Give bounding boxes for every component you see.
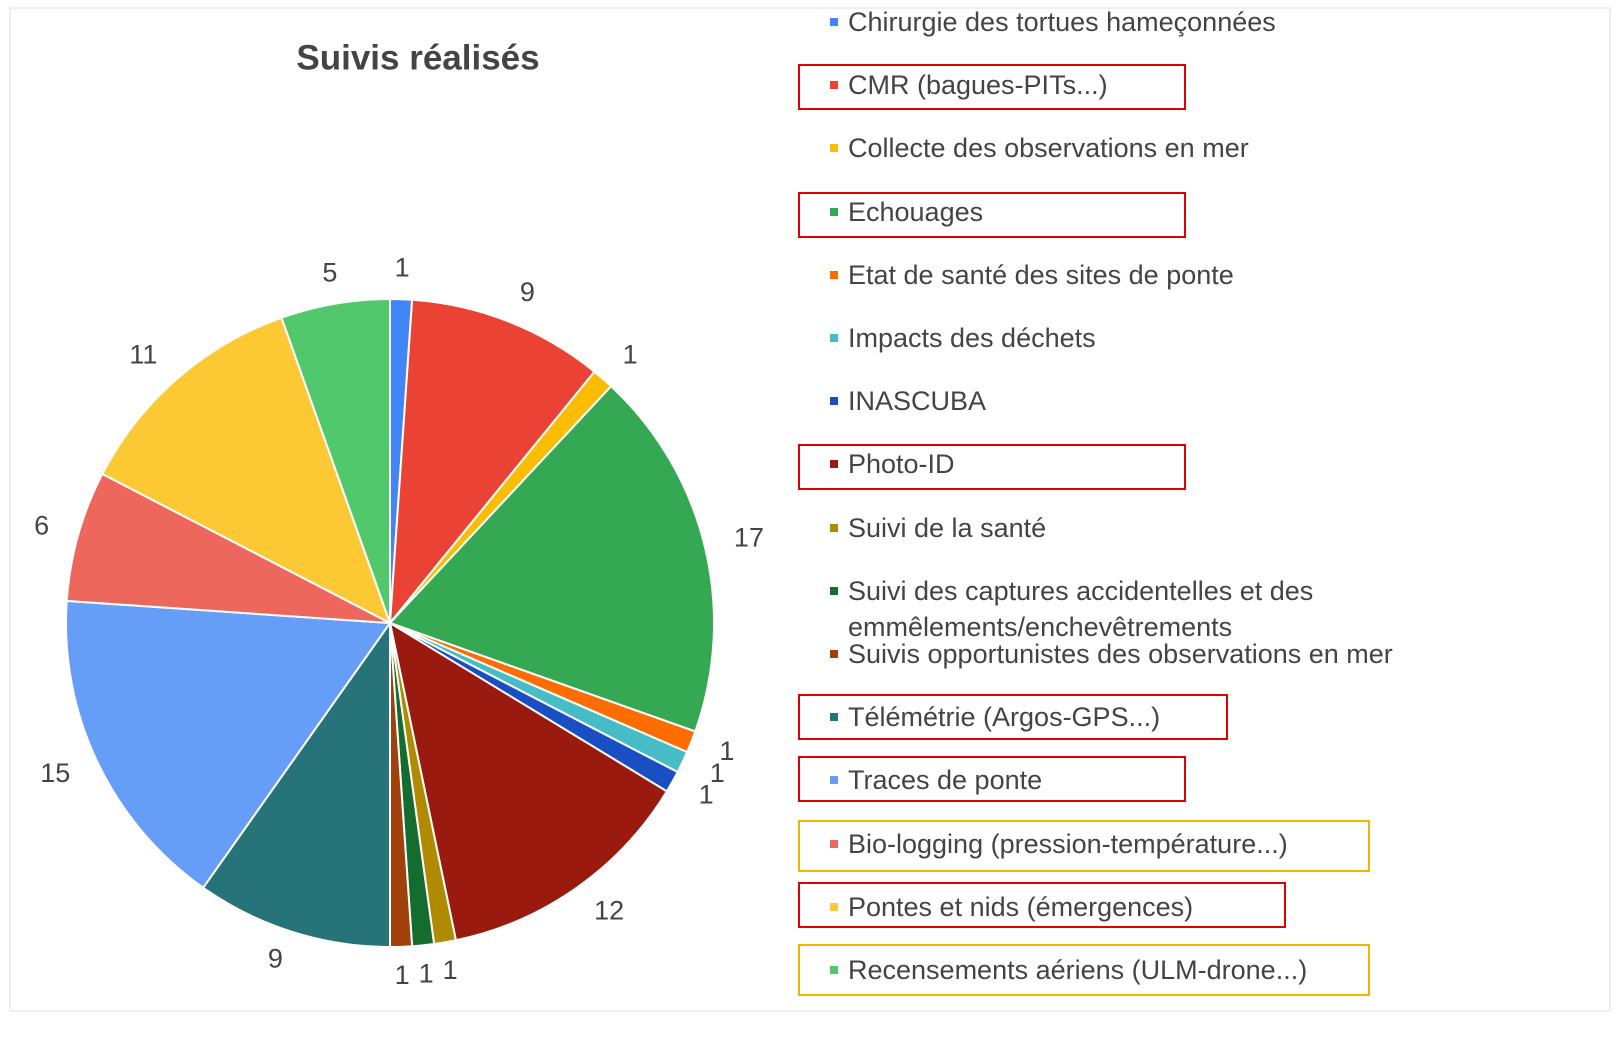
legend-label: Chirurgie des tortues hameçonnées xyxy=(848,7,1276,37)
data-label: 1 xyxy=(395,960,410,990)
legend-label: Bio-logging (pression-température...) xyxy=(848,828,1288,859)
legend-label: INASCUBA xyxy=(848,386,987,417)
legend-item: Traces de ponte xyxy=(830,762,1480,798)
legend-item: Suivi de la santé xyxy=(830,510,1480,546)
highlight-box xyxy=(798,694,1228,740)
legend-item: Recensements aériens (ULM-drone...) xyxy=(830,952,1480,988)
legend-item: Suivi des captures accidentelles et des … xyxy=(830,573,1480,645)
legend-item: Chirurgie des tortues hameçonnées xyxy=(830,4,1480,40)
legend-swatch xyxy=(830,523,838,532)
data-label: 1 xyxy=(719,736,734,766)
highlight-box xyxy=(798,64,1186,110)
legend-label: Traces de ponte xyxy=(848,765,1043,796)
data-label: 5 xyxy=(322,257,337,287)
legend-item: CMR (bagues-PITs...) xyxy=(830,67,1480,103)
highlight-box xyxy=(798,882,1286,928)
legend-item: Bio-logging (pression-température...) xyxy=(830,826,1480,862)
legend-swatch xyxy=(830,81,838,90)
legend-item: Collecte des observations en mer xyxy=(830,130,1480,166)
legend-label: Suivis opportunistes des observations en… xyxy=(848,639,1393,669)
frame xyxy=(9,7,1611,1012)
data-label: 1 xyxy=(623,339,638,369)
legend-item: Etat de santé des sites de ponte xyxy=(830,257,1480,293)
pie-slice xyxy=(65,599,392,890)
data-label: 1 xyxy=(395,252,410,282)
legend-label: Suivi des captures accidentelles et des … xyxy=(848,575,1314,642)
pie-slice xyxy=(100,316,392,626)
legend-label: Télémétrie (Argos-GPS...) xyxy=(848,702,1161,733)
pie-slice xyxy=(280,297,391,624)
pie-slice xyxy=(388,384,715,733)
pie-slice xyxy=(388,298,596,627)
legend-label: Impacts des déchets xyxy=(848,323,1096,353)
pie-slice xyxy=(388,620,669,942)
data-label: 9 xyxy=(520,277,535,307)
legend-swatch xyxy=(830,18,838,26)
highlight-box xyxy=(798,756,1186,802)
legend-item: Photo-ID xyxy=(830,446,1480,482)
data-label: 1 xyxy=(710,758,725,788)
legend-swatch xyxy=(830,902,838,911)
legend-swatch xyxy=(830,776,838,785)
legend-swatch xyxy=(830,334,838,342)
data-label: 9 xyxy=(268,944,283,974)
highlight-box xyxy=(798,944,1370,996)
data-label: 17 xyxy=(734,522,764,552)
legend-swatch xyxy=(830,713,838,722)
legend-label: CMR (bagues-PITs...) xyxy=(848,70,1108,101)
legend-label: Photo-ID xyxy=(848,449,955,480)
legend-item: Echouages xyxy=(830,194,1480,230)
data-label: 6 xyxy=(34,511,49,541)
pie-slice xyxy=(65,472,391,624)
legend-swatch xyxy=(830,586,838,595)
legend-label: Pontes et nids (émergences) xyxy=(848,891,1194,922)
data-label: 15 xyxy=(40,758,70,788)
legend-swatch xyxy=(830,207,838,216)
chart-title: Suivis réalisés xyxy=(296,38,539,77)
legend-item: Impacts des déchets xyxy=(830,320,1480,356)
legend-label: Suivi de la santé xyxy=(848,512,1047,543)
highlight-box xyxy=(798,192,1186,238)
data-label: 1 xyxy=(699,780,714,810)
legend-swatch xyxy=(830,839,838,848)
legend-item: Suivis opportunistes des observations en… xyxy=(830,636,1480,672)
legend-swatch xyxy=(830,966,838,974)
legend-label: Recensements aériens (ULM-drone...) xyxy=(848,955,1308,985)
highlight-box xyxy=(798,444,1186,490)
pie-slice xyxy=(201,619,391,949)
legend-swatch xyxy=(830,270,838,279)
legend-label: Collecte des observations en mer xyxy=(848,133,1249,164)
data-label: 1 xyxy=(419,958,434,988)
data-label: 12 xyxy=(594,895,624,925)
legend-item: INASCUBA xyxy=(830,383,1480,419)
legend-item: Pontes et nids (émergences) xyxy=(830,889,1480,925)
legend-swatch xyxy=(830,397,838,406)
legend-swatch xyxy=(830,650,838,658)
legend-swatch xyxy=(830,144,838,153)
legend-label: Etat de santé des sites de ponte xyxy=(848,259,1234,290)
legend-label: Echouages xyxy=(848,196,984,227)
data-label: 1 xyxy=(443,955,458,985)
highlight-box xyxy=(798,820,1370,872)
legend-swatch xyxy=(830,460,838,469)
data-label: 11 xyxy=(129,339,157,369)
legend-item: Télémétrie (Argos-GPS...) xyxy=(830,699,1480,735)
